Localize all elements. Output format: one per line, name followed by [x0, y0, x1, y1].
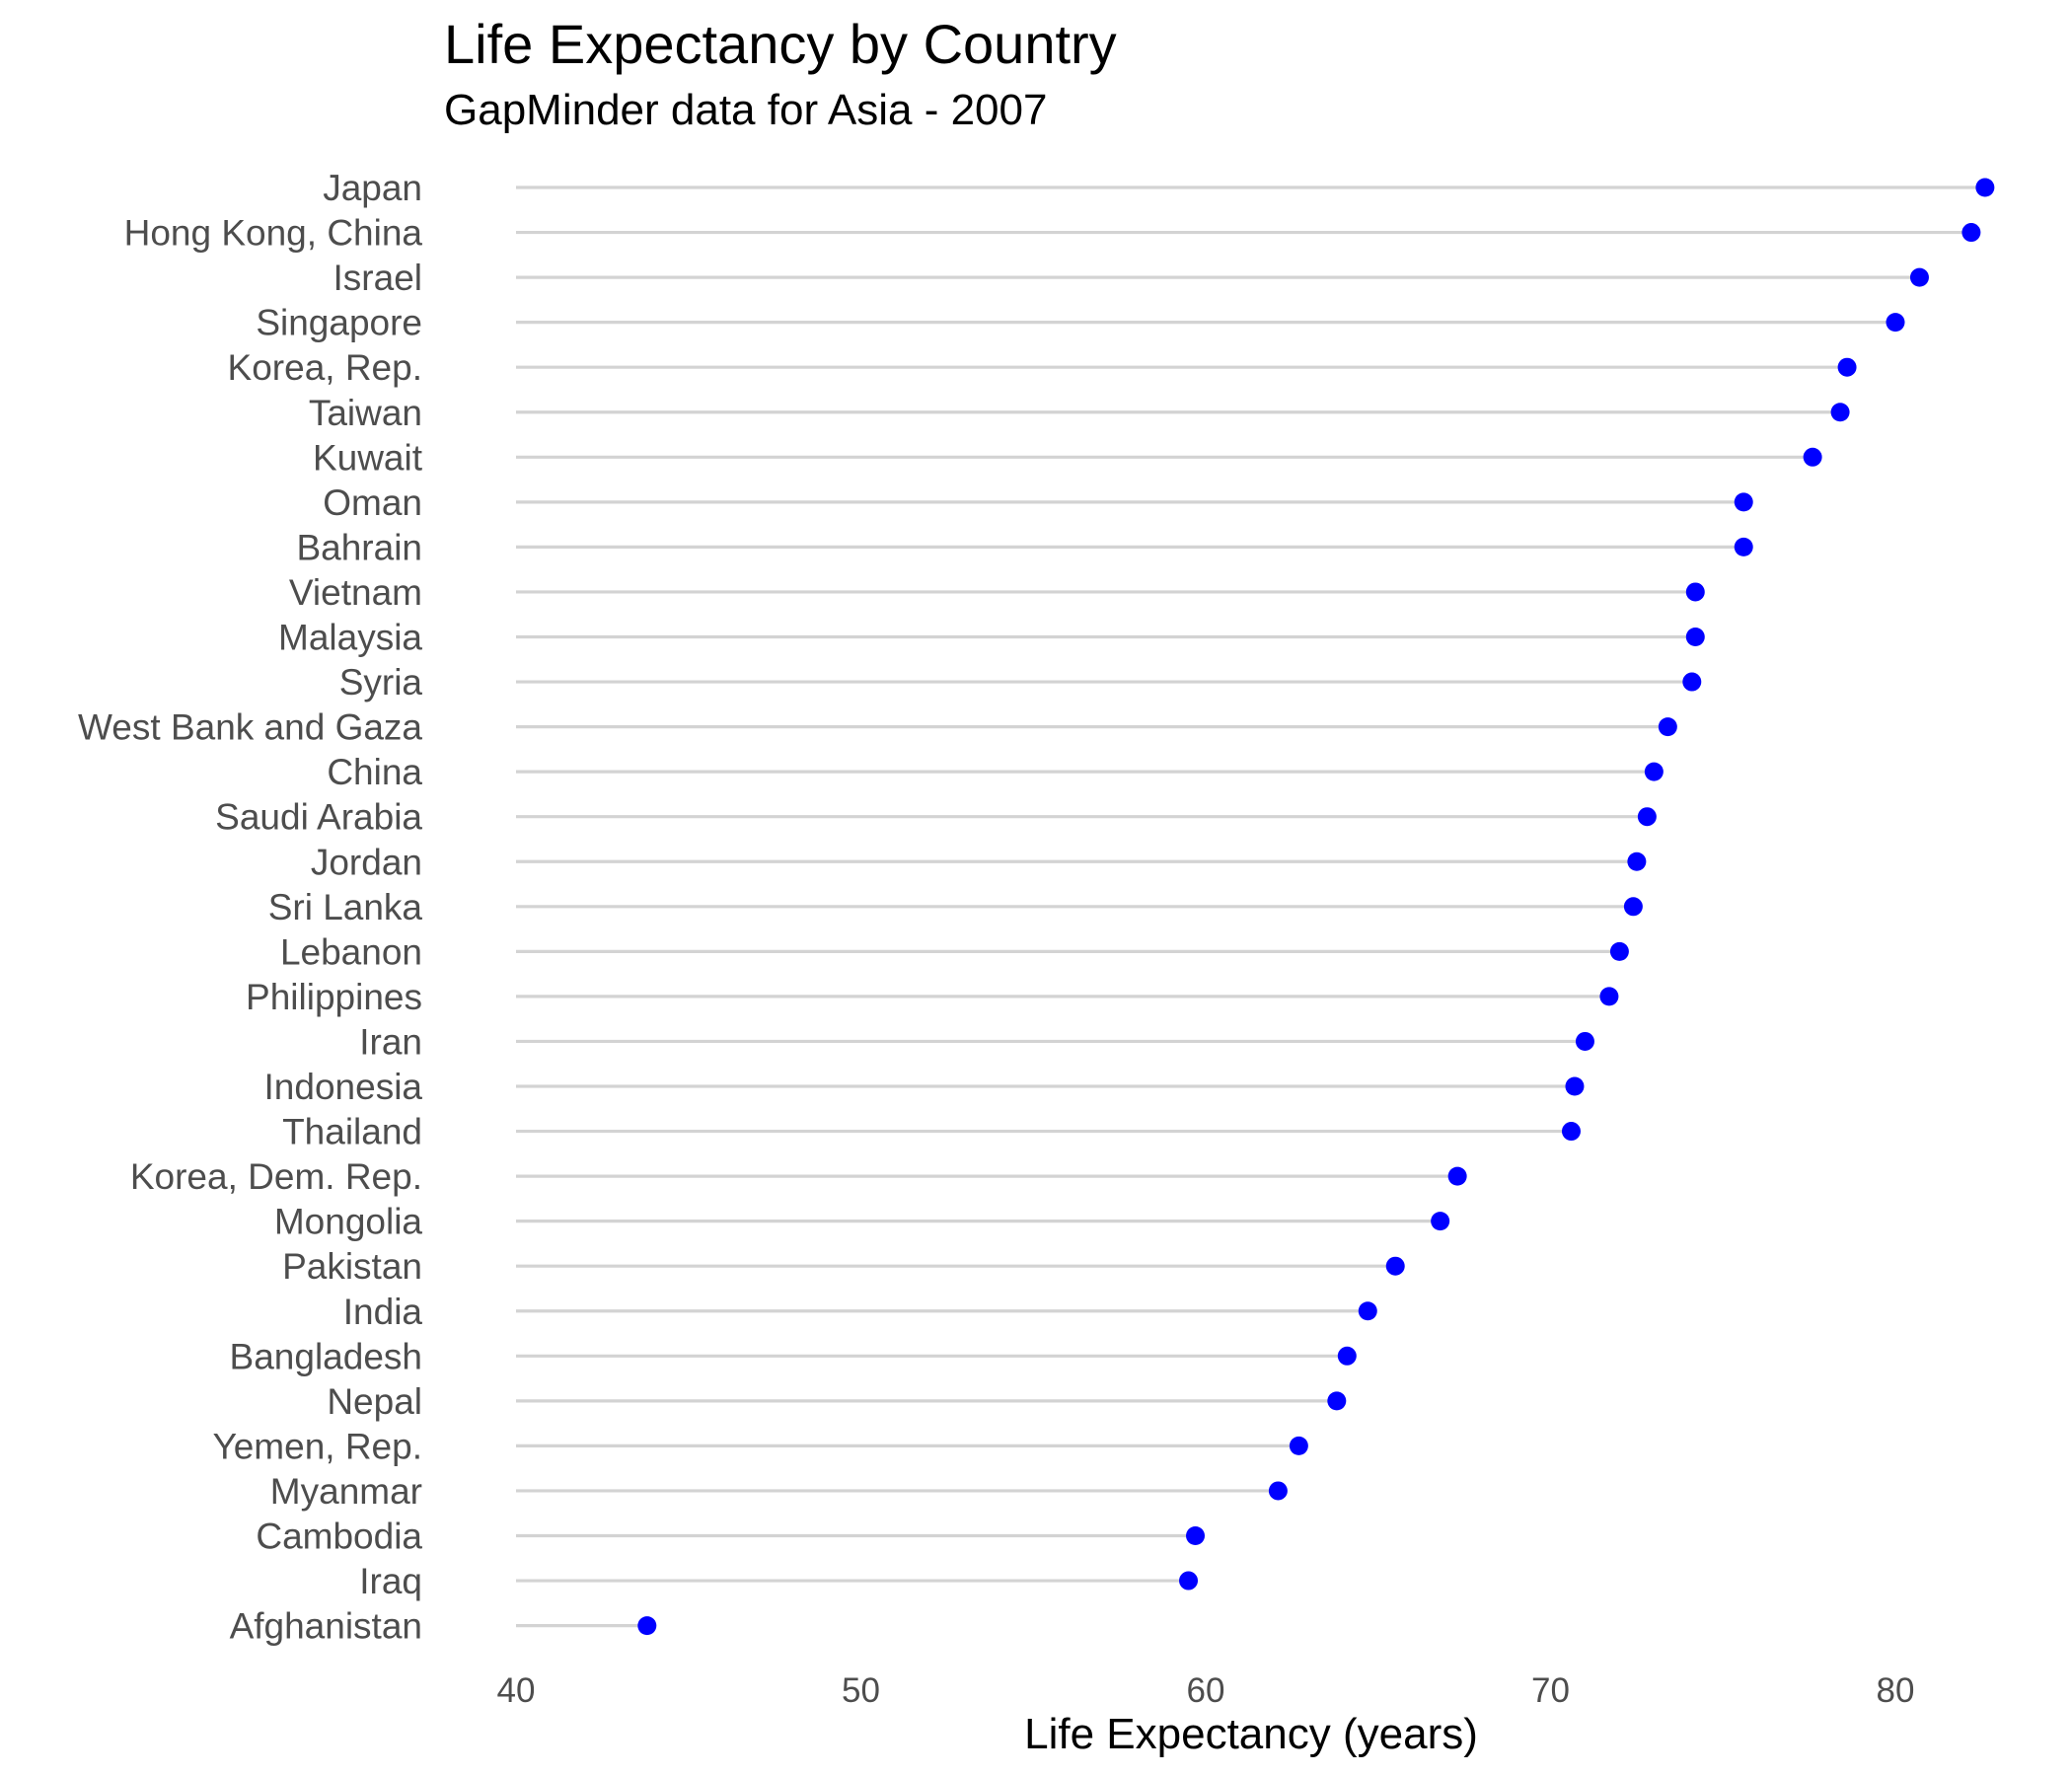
- data-point: [1186, 1526, 1206, 1545]
- data-point: [1658, 717, 1677, 737]
- category-label: Cambodia: [256, 1517, 422, 1557]
- category-label: China: [327, 752, 422, 792]
- category-label: Hong Kong, China: [124, 213, 423, 254]
- category-label: Syria: [339, 662, 423, 703]
- data-point: [1268, 1481, 1288, 1501]
- x-tick-label: 60: [1187, 1671, 1225, 1710]
- data-point: [1385, 1256, 1405, 1276]
- data-point: [1637, 807, 1657, 827]
- category-label: Bahrain: [296, 527, 422, 567]
- category-label: Mongolia: [274, 1202, 423, 1242]
- data-point: [1734, 537, 1753, 556]
- category-label: Kuwait: [313, 437, 423, 478]
- x-tick-label: 70: [1531, 1671, 1570, 1710]
- chart-subtitle: GapMinder data for Asia - 2007: [444, 86, 1048, 134]
- data-point: [1803, 447, 1822, 467]
- category-label: Bangladesh: [230, 1336, 422, 1376]
- data-point: [1327, 1391, 1347, 1411]
- category-label: West Bank and Gaza: [78, 707, 422, 748]
- category-label: Saudi Arabia: [215, 797, 422, 838]
- data-point: [1830, 403, 1850, 422]
- data-point: [1685, 582, 1705, 602]
- category-label: India: [343, 1292, 423, 1332]
- data-point: [1837, 357, 1857, 377]
- data-point: [1561, 1122, 1581, 1142]
- data-point: [1734, 492, 1753, 512]
- data-point: [1447, 1166, 1467, 1186]
- category-label: Singapore: [256, 303, 422, 343]
- data-point: [1179, 1571, 1199, 1591]
- x-tick-layer: 40 50 60 70 80: [497, 1671, 1915, 1710]
- category-label: Iraq: [359, 1561, 422, 1601]
- category-label: Philippines: [246, 977, 422, 1017]
- category-label: Vietnam: [289, 572, 422, 613]
- category-label: Korea, Dem. Rep.: [130, 1156, 422, 1197]
- data-point: [1599, 987, 1619, 1006]
- data-point: [1685, 628, 1705, 646]
- category-label: Oman: [323, 482, 422, 523]
- category-label: Taiwan: [309, 393, 422, 433]
- data-point: [637, 1616, 657, 1636]
- data-point: [1337, 1346, 1357, 1366]
- data-point: [1575, 1031, 1594, 1051]
- data-point: [1644, 762, 1664, 781]
- category-label: Israel: [333, 258, 422, 298]
- data-point: [1627, 851, 1647, 871]
- x-tick-label: 50: [842, 1671, 880, 1710]
- data-point: [1289, 1436, 1308, 1455]
- category-label: Thailand: [282, 1112, 422, 1152]
- category-label: Korea, Rep.: [228, 347, 422, 388]
- point-layer: [637, 178, 1995, 1636]
- category-label: Japan: [323, 168, 422, 208]
- data-point: [1886, 313, 1905, 333]
- category-label: Pakistan: [282, 1246, 422, 1287]
- x-tick-label: 80: [1877, 1671, 1915, 1710]
- category-label: Myanmar: [270, 1471, 422, 1512]
- data-point: [1431, 1212, 1450, 1231]
- category-label: Nepal: [327, 1381, 422, 1422]
- x-tick-label: 40: [497, 1671, 536, 1710]
- data-point: [1909, 267, 1929, 287]
- data-point: [1609, 941, 1629, 961]
- category-label: Yemen, Rep.: [212, 1426, 422, 1466]
- data-point: [1961, 223, 1981, 243]
- category-label: Afghanistan: [230, 1606, 422, 1647]
- data-point: [1623, 897, 1643, 917]
- data-point: [1358, 1301, 1377, 1321]
- category-label: Lebanon: [280, 931, 422, 972]
- category-label: Sri Lanka: [268, 887, 423, 927]
- data-point: [1565, 1076, 1585, 1096]
- category-label: Iran: [359, 1021, 422, 1062]
- data-point: [1682, 672, 1702, 692]
- segment-layer: [516, 185, 1985, 1628]
- x-axis-title: Life Expectancy (years): [1024, 1710, 1478, 1758]
- category-label: Malaysia: [278, 618, 422, 658]
- category-label: Indonesia: [264, 1067, 423, 1107]
- data-point: [1975, 178, 1995, 197]
- category-label: Jordan: [311, 842, 422, 882]
- chart-title: Life Expectancy by Country: [444, 13, 1117, 75]
